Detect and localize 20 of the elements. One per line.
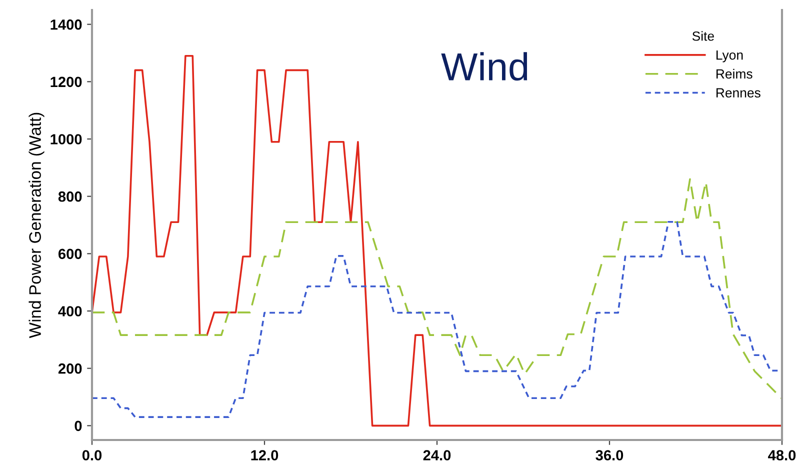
legend-label: Rennes <box>716 88 760 98</box>
text: Wind <box>441 52 528 81</box>
y-tick-label: 1200 <box>50 76 82 88</box>
y-tick-label: 1000 <box>50 134 82 144</box>
x-tick-label: 48.0 <box>768 450 796 460</box>
x-tick-label: 0.0 <box>82 450 102 460</box>
y-tick-label: 0 <box>74 420 82 432</box>
x-tick-label: 24.0 <box>423 450 451 460</box>
legend-title: Site <box>692 31 714 41</box>
x-tick-label: 12.0 <box>251 450 278 460</box>
legend-label: Reims <box>716 68 752 79</box>
line-series <box>92 178 782 400</box>
y-tick-label: 400 <box>58 306 82 316</box>
y-axis-title: Wind Power Generation (Watt) <box>28 112 44 338</box>
y-tick-label: 200 <box>58 363 82 374</box>
y-tick-label: 600 <box>58 248 82 260</box>
x-tick-label: 36.0 <box>596 450 624 460</box>
y-tick-label: 800 <box>58 191 82 202</box>
y-tick-label: 1400 <box>50 19 82 30</box>
legend-label: Lyon <box>716 50 743 62</box>
